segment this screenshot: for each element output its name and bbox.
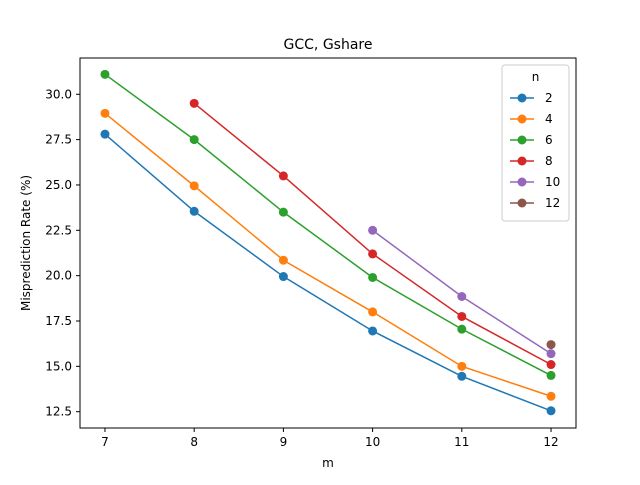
data-point bbox=[457, 292, 467, 302]
x-tick-label: 9 bbox=[280, 435, 288, 449]
data-point bbox=[368, 307, 378, 317]
legend: n2 4 6 8 10 12 bbox=[501, 64, 570, 222]
data-point bbox=[546, 406, 556, 416]
data-point bbox=[546, 360, 556, 370]
y-tick-label: 30.0 bbox=[45, 87, 72, 101]
data-point bbox=[368, 249, 378, 259]
x-axis-label: m bbox=[322, 456, 334, 470]
x-tick-label: 7 bbox=[101, 435, 109, 449]
y-axis-label: Misprediction Rate (%) bbox=[19, 175, 33, 311]
data-point bbox=[278, 171, 288, 181]
data-point bbox=[457, 311, 467, 321]
chart-title: GCC, Gshare bbox=[284, 37, 373, 53]
legend-title: n bbox=[532, 70, 540, 84]
legend-item-10: 10 bbox=[510, 175, 560, 189]
legend-item-12: 12 bbox=[510, 196, 560, 210]
legend-item-2: 2 bbox=[510, 91, 553, 105]
data-point bbox=[457, 324, 467, 334]
legend-label: 12 bbox=[545, 196, 560, 210]
legend-marker bbox=[517, 114, 527, 124]
series-line bbox=[104, 73, 552, 377]
legend-item-4: 4 bbox=[510, 112, 553, 126]
data-point bbox=[546, 391, 556, 401]
legend-item-6: 6 bbox=[510, 133, 553, 147]
legend-marker bbox=[517, 156, 527, 166]
data-point bbox=[368, 272, 378, 282]
y-tick-label: 25.0 bbox=[45, 178, 72, 192]
legend-label: 10 bbox=[545, 175, 560, 189]
data-point bbox=[100, 69, 110, 79]
legend-marker bbox=[517, 93, 527, 103]
data-point bbox=[546, 340, 556, 350]
series-10 bbox=[368, 225, 556, 359]
data-point bbox=[278, 272, 288, 282]
y-tick-label: 15.0 bbox=[45, 359, 72, 373]
x-tick-label: 10 bbox=[365, 435, 380, 449]
legend-label: 4 bbox=[545, 112, 553, 126]
series-12 bbox=[546, 340, 556, 350]
legend-marker bbox=[517, 135, 527, 145]
series-6 bbox=[100, 69, 556, 380]
data-point bbox=[278, 207, 288, 217]
y-tick-label: 17.5 bbox=[45, 314, 72, 328]
series-group bbox=[100, 69, 556, 416]
y-tick-label: 27.5 bbox=[45, 133, 72, 147]
series-8 bbox=[189, 98, 556, 370]
data-point bbox=[546, 370, 556, 380]
x-tick-label: 8 bbox=[190, 435, 198, 449]
axis-ticks: 7 8 9 10 11 12 12.5 15.0 17.5 20.0 22.5 25.0 27.5 30.… bbox=[45, 87, 558, 449]
y-tick-label: 20.0 bbox=[45, 269, 72, 283]
data-point bbox=[189, 181, 199, 191]
x-tick-label: 12 bbox=[543, 435, 558, 449]
data-point bbox=[457, 361, 467, 371]
data-point bbox=[189, 135, 199, 145]
legend-label: 8 bbox=[545, 154, 553, 168]
y-tick-label: 12.5 bbox=[45, 405, 72, 419]
series-line bbox=[104, 112, 552, 397]
y-tick-label: 22.5 bbox=[45, 223, 72, 237]
legend-label: 6 bbox=[545, 133, 553, 147]
data-point bbox=[100, 108, 110, 118]
plot-frame bbox=[79, 57, 577, 429]
legend-label: 2 bbox=[545, 91, 553, 105]
data-point bbox=[189, 206, 199, 216]
data-point bbox=[189, 98, 199, 108]
data-point bbox=[100, 129, 110, 139]
legend-item-8: 8 bbox=[510, 154, 553, 168]
legend-marker bbox=[517, 198, 527, 208]
data-point bbox=[278, 255, 288, 265]
data-point bbox=[368, 225, 378, 235]
series-2 bbox=[100, 129, 556, 416]
data-point bbox=[546, 349, 556, 359]
series-line bbox=[104, 133, 552, 412]
legend-marker bbox=[517, 177, 527, 187]
data-point bbox=[368, 326, 378, 336]
series-4 bbox=[100, 108, 556, 401]
data-point bbox=[457, 371, 467, 381]
x-tick-label: 11 bbox=[454, 435, 469, 449]
